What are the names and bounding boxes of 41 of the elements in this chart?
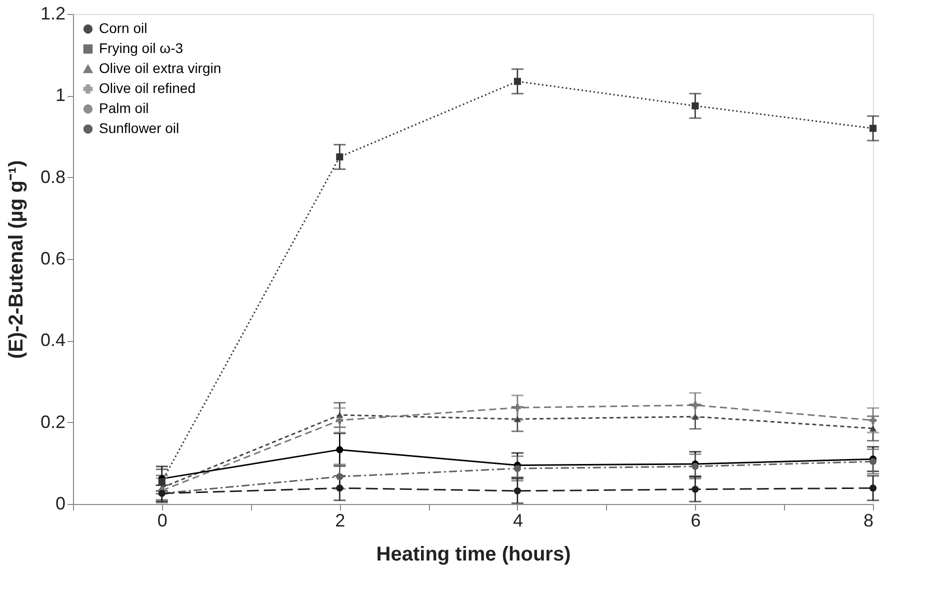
y-tick-label: 0 [55, 494, 66, 514]
point [869, 425, 877, 432]
y-tick-label: 1.2 [40, 4, 66, 24]
point [692, 486, 699, 493]
point [692, 102, 699, 110]
point [692, 414, 699, 420]
point [336, 473, 344, 480]
y-axis-title: (E)-2-Butenal (µg g⁻¹) [5, 160, 28, 359]
legend-label: Frying oil ω-3 [99, 40, 184, 56]
point [514, 487, 521, 494]
y-tick-label: 0.4 [40, 330, 66, 350]
legend-label: Olive oil extra virgin [99, 60, 222, 76]
x-tick-label: 8 [863, 510, 874, 530]
point [336, 484, 344, 492]
y-tick-label: 1 [55, 85, 66, 106]
legend-label: Olive oil refined [99, 80, 196, 96]
point [869, 484, 877, 492]
point [514, 404, 521, 412]
point [514, 464, 521, 472]
point [514, 78, 521, 85]
legend-label: Palm oil [99, 100, 149, 116]
y-tick-label: 0.2 [40, 412, 66, 432]
point [869, 416, 877, 424]
point [514, 416, 521, 422]
y-tick-label: 0.8 [40, 166, 66, 187]
legend-label: Corn oil [99, 20, 148, 36]
point [869, 124, 877, 132]
x-tick-label: 6 [690, 510, 701, 530]
x-axis-title: Heating time (hours) [376, 544, 571, 566]
point [336, 416, 344, 424]
legend-label: Sunflower oil [99, 120, 180, 136]
y-tick-label: 0.6 [40, 248, 66, 268]
point [158, 478, 166, 486]
x-tick-label: 2 [335, 510, 346, 530]
point [692, 462, 699, 470]
point [336, 446, 344, 454]
point [692, 402, 699, 409]
x-tick-label: 0 [157, 510, 168, 530]
point [336, 153, 344, 160]
point [869, 458, 877, 466]
x-tick-label: 4 [512, 510, 523, 530]
